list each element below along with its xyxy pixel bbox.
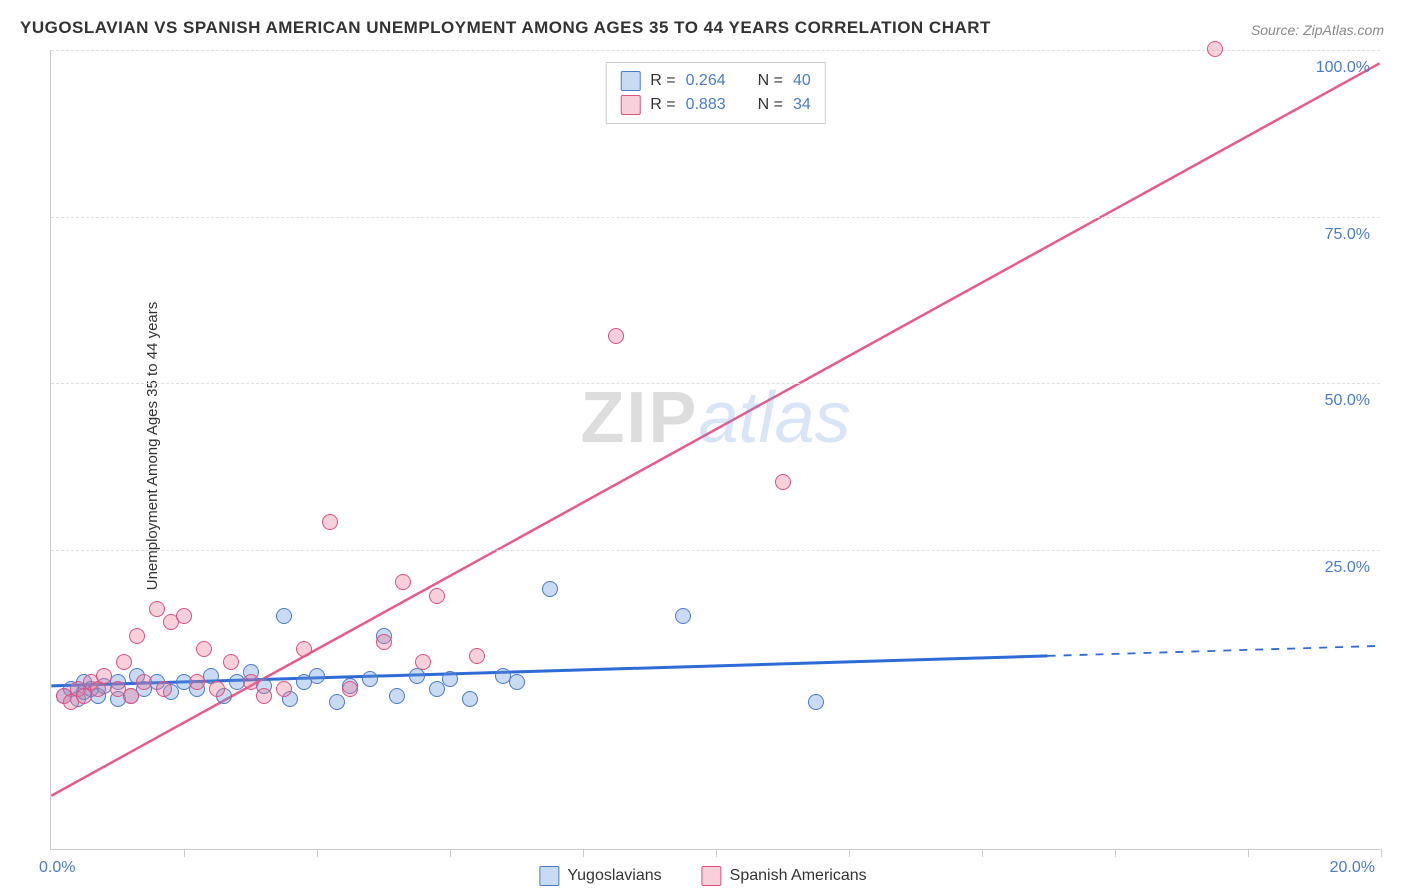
y-tick-label: 50.0% [1325, 392, 1370, 410]
data-point [296, 641, 312, 657]
y-tick-label: 25.0% [1325, 559, 1370, 577]
data-point [243, 674, 259, 690]
plot-area: ZIPatlas R =0.264N =40R =0.883N =34 0.0%… [50, 50, 1380, 850]
data-point [509, 674, 525, 690]
data-point [149, 601, 165, 617]
x-tick [317, 849, 318, 857]
legend-swatch [539, 866, 559, 886]
x-tick [1381, 849, 1382, 857]
data-point [116, 654, 132, 670]
data-point [675, 608, 691, 624]
data-point [209, 681, 225, 697]
x-tick [583, 849, 584, 857]
data-point [376, 634, 392, 650]
x-tick [849, 849, 850, 857]
x-tick [982, 849, 983, 857]
legend-label: Yugoslavians [567, 867, 661, 885]
legend-label: Spanish Americans [730, 867, 867, 885]
gridline [51, 550, 1380, 551]
data-point [123, 688, 139, 704]
data-point [276, 608, 292, 624]
x-tick-origin: 0.0% [39, 859, 75, 877]
data-point [395, 574, 411, 590]
data-point [276, 681, 292, 697]
source-credit: Source: ZipAtlas.com [1251, 22, 1384, 38]
data-point [176, 608, 192, 624]
data-point [415, 654, 431, 670]
data-point [309, 668, 325, 684]
data-point [136, 674, 152, 690]
data-point [442, 671, 458, 687]
gridline [51, 50, 1380, 51]
data-point [775, 474, 791, 490]
data-point [223, 654, 239, 670]
stats-box: R = 0.264 N = 40 R = 0.883 N = 34 [605, 62, 826, 124]
stats-row: R = 0.883 N = 34 [620, 93, 811, 117]
legend-swatch [702, 866, 722, 886]
data-point [429, 681, 445, 697]
data-point [189, 674, 205, 690]
stats-r-value: 0.883 [686, 96, 726, 114]
gridline [51, 383, 1380, 384]
data-point [196, 641, 212, 657]
stats-swatch [620, 71, 640, 91]
data-point [96, 668, 112, 684]
data-point [1207, 41, 1223, 57]
data-point [129, 628, 145, 644]
stats-n-label: N = [758, 96, 783, 114]
y-tick-label: 75.0% [1325, 226, 1370, 244]
x-tick [1248, 849, 1249, 857]
stats-n-label: N = [758, 72, 783, 90]
legend: Yugoslavians Spanish Americans [539, 866, 866, 886]
data-point [342, 681, 358, 697]
data-point [389, 688, 405, 704]
stats-r-label: R = [650, 72, 675, 90]
data-point [256, 688, 272, 704]
gridline [51, 217, 1380, 218]
data-point [469, 648, 485, 664]
data-point [808, 694, 824, 710]
stats-r-value: 0.264 [686, 72, 726, 90]
legend-item: Yugoslavians [539, 866, 661, 886]
data-point [462, 691, 478, 707]
data-point [429, 588, 445, 604]
stats-swatch [620, 95, 640, 115]
x-tick [716, 849, 717, 857]
data-point [322, 514, 338, 530]
data-point [608, 328, 624, 344]
y-tick-label: 100.0% [1316, 59, 1370, 77]
legend-item: Spanish Americans [702, 866, 867, 886]
stats-n-value: 40 [793, 72, 811, 90]
data-point [542, 581, 558, 597]
chart-title: YUGOSLAVIAN VS SPANISH AMERICAN UNEMPLOY… [20, 18, 991, 38]
trend-lines [51, 50, 1380, 849]
x-tick [184, 849, 185, 857]
watermark-atlas: atlas [698, 378, 850, 458]
watermark: ZIPatlas [580, 377, 850, 459]
x-tick-end: 20.0% [1330, 859, 1375, 877]
data-point [329, 694, 345, 710]
stats-r-label: R = [650, 96, 675, 114]
watermark-zip: ZIP [580, 378, 698, 458]
x-tick [450, 849, 451, 857]
stats-n-value: 34 [793, 96, 811, 114]
data-point [362, 671, 378, 687]
stats-row: R = 0.264 N = 40 [620, 69, 811, 93]
data-point [156, 681, 172, 697]
x-tick [1115, 849, 1116, 857]
